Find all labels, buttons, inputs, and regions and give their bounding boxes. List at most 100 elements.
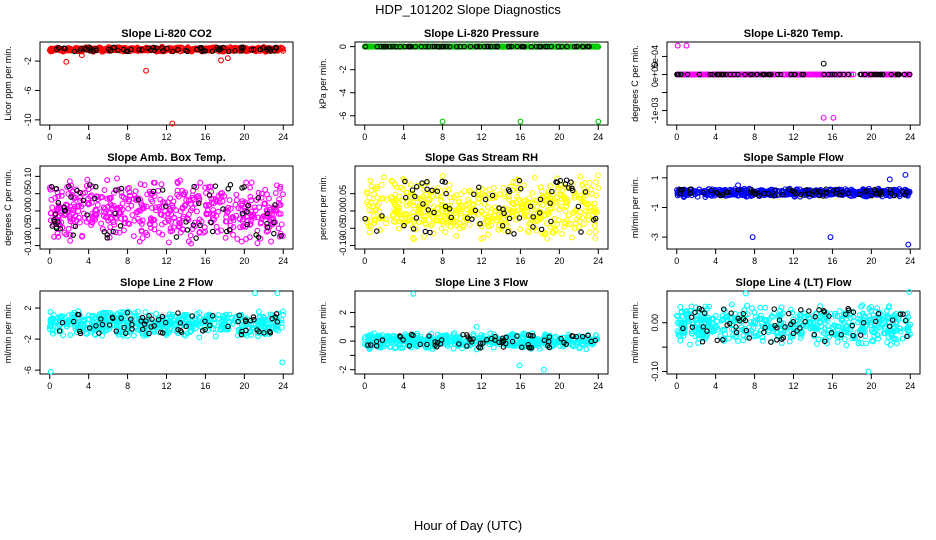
data-point <box>489 215 496 222</box>
data-point <box>75 208 82 215</box>
reference-point <box>84 212 90 218</box>
y-axis-label: kPa per min. <box>318 58 328 109</box>
data-point <box>456 199 462 206</box>
data-point <box>158 221 165 228</box>
data-point <box>439 217 446 224</box>
data-point <box>100 204 107 211</box>
x-tick-label: 24 <box>278 132 288 142</box>
data-point <box>219 198 226 205</box>
data-point <box>515 184 522 191</box>
data-point <box>230 231 237 238</box>
reference-point <box>125 48 131 55</box>
data-point <box>569 210 576 216</box>
data-point <box>561 223 568 230</box>
data-point <box>457 208 464 215</box>
outlier-point <box>830 114 837 121</box>
data-point <box>277 210 284 217</box>
data-point <box>583 346 590 353</box>
data-point <box>139 235 146 242</box>
panel-title: Slope Line 2 Flow <box>120 277 213 289</box>
data-point <box>202 201 209 208</box>
panel-title: Slope Line 4 (LT) Flow <box>736 277 852 289</box>
data-point <box>553 194 560 201</box>
reference-point <box>530 224 536 230</box>
reference-point <box>582 189 589 195</box>
data-point <box>222 234 229 241</box>
outlier-point <box>517 118 524 125</box>
data-point <box>69 216 75 223</box>
data-point <box>367 177 374 184</box>
x-tick-label: 4 <box>86 132 91 142</box>
reference-point <box>482 196 489 203</box>
reference-point <box>499 223 506 229</box>
outlier-point <box>683 42 690 49</box>
reference-point <box>508 43 515 50</box>
data-point <box>185 211 192 218</box>
y-tick-label: -6 <box>338 112 348 120</box>
data-point <box>242 199 249 206</box>
data-point <box>439 173 446 180</box>
outlier-point <box>252 290 259 297</box>
y-tick-label: -0.10 <box>650 361 660 382</box>
reference-point <box>542 43 549 50</box>
reference-point <box>516 215 523 221</box>
data-point <box>58 188 65 195</box>
reference-point <box>78 46 84 52</box>
data-point <box>224 209 231 216</box>
reference-point <box>735 71 741 78</box>
data-point <box>410 218 417 225</box>
data-point <box>505 193 512 200</box>
data-point <box>196 228 203 235</box>
data-point <box>736 71 743 78</box>
data-point <box>475 195 482 202</box>
data-point <box>545 189 552 196</box>
data-point <box>410 202 417 209</box>
panel-title: Slope Line 3 Flow <box>435 277 528 289</box>
x-tick-label: 8 <box>440 256 445 266</box>
x-tick-label: 0 <box>362 132 367 142</box>
x-tick-label: 4 <box>713 381 718 391</box>
data-point <box>116 229 123 236</box>
reference-point <box>175 310 181 316</box>
data-point <box>176 220 183 227</box>
figure-title: HDP_101202 Slope Diagnostics <box>375 2 561 17</box>
plot-frame <box>39 41 294 126</box>
data-point <box>526 221 532 228</box>
reference-point <box>190 222 197 228</box>
reference-point <box>118 185 125 192</box>
data-point <box>182 189 189 196</box>
data-point <box>226 197 233 204</box>
data-point <box>233 191 240 198</box>
data-point <box>174 187 181 194</box>
data-point <box>517 226 524 233</box>
data-point <box>381 174 387 181</box>
data-point <box>215 208 222 215</box>
reference-point <box>217 46 224 52</box>
reference-point <box>232 48 238 54</box>
data-point <box>429 193 436 200</box>
data-point <box>577 209 584 216</box>
data-point <box>457 210 464 217</box>
data-point <box>66 178 73 185</box>
outlier-point <box>820 114 827 121</box>
y-tick-label: 0.00 <box>650 314 660 332</box>
data-point <box>196 334 203 341</box>
y-tick-label: -2 <box>338 66 348 74</box>
data-point <box>201 224 208 231</box>
data-point <box>407 181 414 188</box>
x-tick-label: 20 <box>866 256 876 266</box>
data-point <box>189 205 196 212</box>
data-point <box>137 181 144 188</box>
data-point <box>810 71 817 78</box>
x-tick-label: 20 <box>866 381 876 391</box>
reference-point <box>506 215 513 222</box>
data-point <box>186 196 193 203</box>
data-point <box>182 203 188 209</box>
data-point <box>156 229 163 236</box>
data-point <box>94 202 101 208</box>
reference-point <box>402 178 408 185</box>
data-point <box>371 220 378 226</box>
data-point <box>142 229 149 236</box>
data-point <box>364 199 370 206</box>
